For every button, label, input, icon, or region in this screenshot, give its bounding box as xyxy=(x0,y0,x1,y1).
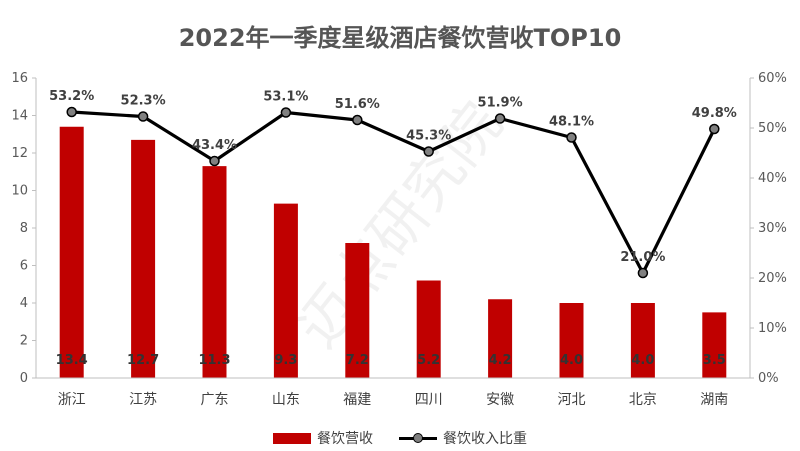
line-point xyxy=(423,146,434,157)
right-tick-label: 60% xyxy=(758,71,787,86)
right-tick-label: 50% xyxy=(758,121,787,136)
legend-line-label: 餐饮收入比重 xyxy=(443,431,527,447)
legend-item-line: 餐饮收入比重 xyxy=(399,428,527,448)
legend-line-swatch xyxy=(399,432,437,444)
line-point xyxy=(637,267,649,279)
bar-value-label: 13.4 xyxy=(56,353,88,368)
bar-value-label: 12.7 xyxy=(127,353,159,368)
left-tick-label: 6 xyxy=(20,259,28,274)
category-label: 广东 xyxy=(201,392,229,408)
bar-value-label: 3.5 xyxy=(703,353,726,368)
bar xyxy=(202,166,227,378)
bar xyxy=(131,139,156,378)
line-point xyxy=(280,107,292,118)
legend: 餐饮营收 餐饮收入比重 xyxy=(0,428,800,448)
line-value-label: 51.6% xyxy=(335,97,380,112)
bar xyxy=(59,126,84,378)
right-tick-label: 20% xyxy=(758,271,787,286)
category-label: 山东 xyxy=(272,392,300,408)
line-value-label: 49.8% xyxy=(692,106,737,121)
category-label: 北京 xyxy=(629,392,657,408)
category-axis: 浙江 江苏 广东 山东 福建 四川 安徽 河北 北京 湖南 xyxy=(36,377,750,408)
category-label: 湖南 xyxy=(700,392,728,408)
line-value-label: 53.2% xyxy=(49,89,94,104)
left-tick-label: 10 xyxy=(11,184,28,199)
bar xyxy=(559,303,584,378)
right-tick-label: 30% xyxy=(758,221,787,236)
left-tick-label: 2 xyxy=(20,334,28,349)
bar-value-label: 11.3 xyxy=(198,353,230,368)
bar xyxy=(630,303,655,378)
line-value-label: 52.3% xyxy=(121,94,166,109)
line-value-label: 53.1% xyxy=(263,90,308,105)
category-label: 福建 xyxy=(343,392,371,408)
line-point xyxy=(66,106,77,118)
bar-value-label: 7.2 xyxy=(346,353,369,368)
right-tick-label: 0% xyxy=(758,371,779,386)
legend-bar-label: 餐饮营收 xyxy=(317,431,373,447)
line-value-label: 21.0% xyxy=(620,250,665,265)
left-tick-label: 12 xyxy=(11,146,28,161)
legend-bar-swatch xyxy=(273,432,311,444)
left-tick-label: 16 xyxy=(11,71,28,86)
category-label: 浙江 xyxy=(58,392,86,408)
line-value-label: 43.4% xyxy=(192,138,237,153)
bar xyxy=(488,299,513,378)
line-series: 53.2% 52.3% 43.4% 53.1% 51.6% 45.3% 51.9% 48.1%… xyxy=(49,89,737,279)
bar-value-label: 4.0 xyxy=(560,353,583,368)
line-path xyxy=(71,110,716,275)
line-point xyxy=(566,132,577,143)
right-y-axis: 0% 10% 20% 30% 40% 50% 60% xyxy=(749,71,787,386)
bar-value-label: 4.0 xyxy=(631,353,654,368)
line-value-label: 51.9% xyxy=(478,96,523,111)
left-tick-label: 14 xyxy=(11,109,28,124)
line-value-label: 45.3% xyxy=(406,129,451,144)
line-point xyxy=(709,123,720,135)
line-point xyxy=(494,113,506,124)
bar xyxy=(416,280,441,378)
left-tick-label: 8 xyxy=(20,221,28,236)
chart-title: 2022年一季度星级酒店餐饮营收TOP10 xyxy=(178,24,622,52)
left-tick-label: 4 xyxy=(20,296,28,311)
category-label: 四川 xyxy=(415,392,443,408)
bar xyxy=(273,203,298,378)
legend-item-bar: 餐饮营收 xyxy=(273,428,373,448)
bar-value-label: 9.3 xyxy=(274,353,297,368)
left-y-axis: 0 2 4 6 8 10 12 14 16 xyxy=(11,71,37,386)
right-tick-label: 10% xyxy=(758,321,787,336)
right-tick-label: 40% xyxy=(758,171,787,186)
bar-series: 13.4 12.7 11.3 9.3 7.2 5.2 4.2 4.0 4.0 3.5 xyxy=(56,126,727,378)
line-point xyxy=(352,114,363,126)
category-label: 河北 xyxy=(558,392,586,408)
bar xyxy=(345,243,370,378)
line-point xyxy=(137,111,149,122)
left-tick-label: 0 xyxy=(20,371,28,386)
category-label: 江苏 xyxy=(129,392,157,408)
bar xyxy=(702,312,727,378)
line-value-label: 48.1% xyxy=(549,115,594,130)
category-label: 安徽 xyxy=(486,392,514,408)
bar-value-label: 5.2 xyxy=(417,353,440,368)
bar-value-label: 4.2 xyxy=(489,353,512,368)
line-point xyxy=(209,155,220,167)
